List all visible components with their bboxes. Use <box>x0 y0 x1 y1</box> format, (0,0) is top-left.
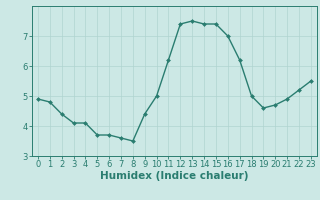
X-axis label: Humidex (Indice chaleur): Humidex (Indice chaleur) <box>100 171 249 181</box>
